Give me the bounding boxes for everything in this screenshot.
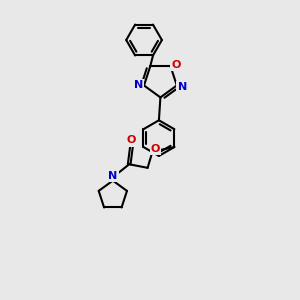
Text: N: N [134,80,143,91]
Text: N: N [108,171,118,181]
Text: N: N [178,82,187,92]
Text: O: O [171,60,181,70]
Text: O: O [151,144,160,154]
Text: O: O [127,136,136,146]
